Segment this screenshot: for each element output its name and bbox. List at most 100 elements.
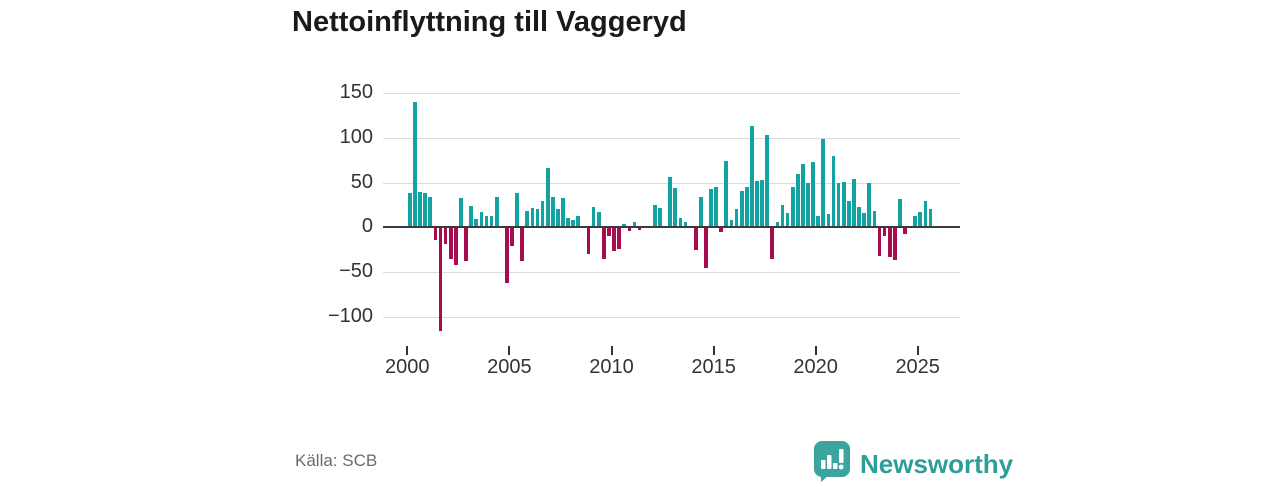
bar-positive	[408, 192, 412, 228]
bar-negative	[617, 228, 622, 249]
x-tick-label: 2015	[691, 356, 736, 378]
bar-positive	[724, 161, 729, 228]
bar-negative	[602, 228, 606, 260]
chart-title: Nettoinflyttning till Vaggeryd	[292, 6, 687, 38]
bar-positive	[729, 220, 734, 228]
bar-positive	[709, 188, 713, 228]
bar-positive	[780, 205, 785, 228]
bar-negative	[607, 228, 611, 237]
bar-positive	[591, 206, 596, 228]
bar-positive	[535, 209, 540, 228]
newsworthy-wordmark: Newsworthy	[860, 449, 1014, 479]
bar-positive	[714, 187, 718, 228]
bar-positive	[545, 167, 550, 228]
bar-positive	[418, 191, 422, 228]
x-tick	[712, 346, 715, 355]
x-tick-label: 2025	[895, 356, 940, 378]
y-tick-label: 0	[361, 215, 373, 238]
gridline	[383, 271, 960, 273]
bar-positive	[632, 221, 637, 228]
bar-positive	[494, 197, 499, 228]
bar-positive	[530, 207, 535, 228]
x-tick	[406, 346, 409, 355]
bar-negative	[693, 228, 698, 250]
bar-positive	[898, 198, 902, 228]
bar-positive	[867, 182, 872, 228]
bar-positive	[474, 219, 479, 228]
bar-positive	[739, 190, 744, 228]
bar-positive	[862, 213, 867, 228]
bar-negative	[612, 228, 616, 251]
bar-positive	[653, 205, 657, 228]
bar-positive	[755, 180, 759, 228]
x-axis-line	[383, 226, 960, 229]
bar-positive	[556, 208, 560, 228]
bar-negative	[903, 228, 907, 235]
bar-negative	[882, 228, 887, 237]
bar-positive	[790, 187, 795, 228]
bar-positive	[760, 180, 764, 228]
bar-positive	[857, 206, 861, 228]
bar-positive	[816, 215, 821, 228]
x-tick-label: 2000	[385, 356, 430, 378]
bar-positive	[596, 212, 601, 228]
bar-positive	[923, 200, 928, 228]
bar-positive	[658, 207, 662, 228]
bar-negative	[464, 228, 468, 262]
bar-positive	[831, 155, 836, 228]
newsworthy-speech-bubble-bars-icon	[812, 440, 852, 487]
bar-negative	[433, 228, 438, 240]
bar-positive	[561, 197, 565, 228]
bar-positive	[841, 181, 846, 228]
y-tick-label: 150	[339, 81, 373, 104]
x-tick	[508, 346, 511, 355]
bar-positive	[836, 182, 841, 228]
bar-positive	[801, 163, 805, 228]
bar-negative	[443, 228, 448, 245]
x-tick-label: 2005	[487, 356, 532, 378]
gridline	[383, 316, 960, 318]
bar-positive	[734, 209, 739, 228]
bar-positive	[469, 205, 473, 228]
bar-positive	[811, 162, 815, 228]
y-tick-label: 50	[350, 170, 373, 193]
bar-positive	[540, 200, 545, 228]
bar-positive	[698, 197, 703, 228]
x-tick	[814, 346, 817, 355]
bar-negative	[719, 228, 724, 232]
bar-negative	[704, 228, 708, 268]
bar-positive	[775, 221, 780, 228]
bar-negative	[637, 228, 642, 231]
bar-positive	[571, 220, 576, 228]
bar-positive	[413, 102, 417, 228]
bar-positive	[515, 193, 519, 228]
bar-positive	[765, 134, 770, 228]
x-tick	[916, 346, 919, 355]
bar-positive	[872, 211, 877, 228]
x-tick-label: 2020	[793, 356, 838, 378]
bar-negative	[627, 228, 632, 231]
bar-positive	[428, 197, 433, 228]
bar-positive	[489, 215, 494, 228]
bar-positive	[683, 221, 688, 228]
bar-positive	[622, 223, 627, 228]
bar-positive	[673, 188, 678, 228]
bar-negative	[877, 228, 882, 256]
bar-positive	[550, 197, 555, 228]
bar-positive	[668, 177, 673, 228]
bar-positive	[525, 211, 530, 228]
source-caption: Källa: SCB	[295, 451, 378, 470]
bar-positive	[826, 213, 831, 228]
bar-positive	[750, 125, 754, 228]
bar-negative	[438, 228, 443, 331]
bar-negative	[520, 228, 525, 262]
bar-positive	[852, 179, 856, 228]
bar-positive	[785, 213, 790, 228]
bar-positive	[846, 200, 851, 228]
y-tick-label: 100	[339, 126, 373, 148]
bar-positive	[566, 217, 570, 228]
bar-negative	[892, 228, 897, 261]
bar-positive	[479, 212, 484, 228]
bar-negative	[505, 228, 509, 283]
